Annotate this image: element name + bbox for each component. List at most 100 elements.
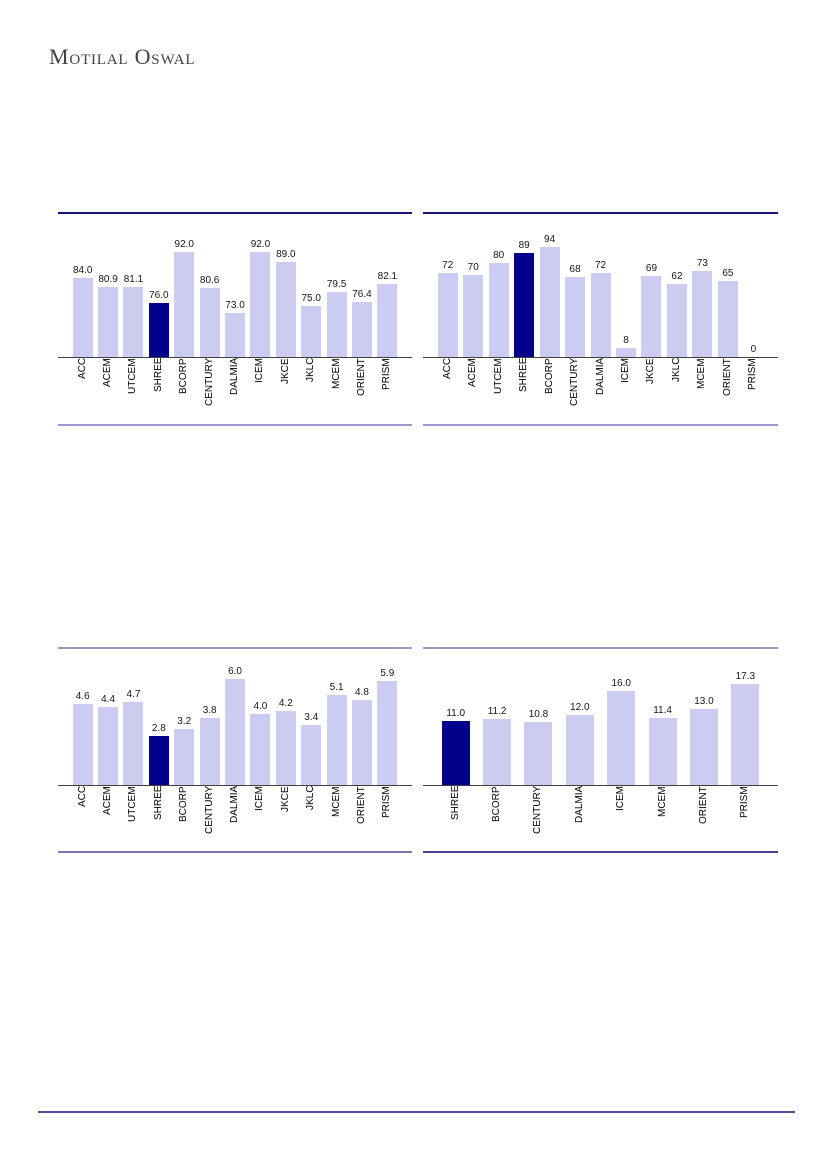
bar-category-label: CENTURY: [203, 358, 215, 407]
x-axis-labels: SHREE BCORP CENTURY DALMIA ICEM MCEM ORIENT PRI…: [423, 786, 778, 834]
bar-value-label: 4.4: [101, 694, 116, 706]
category-label-cell: BCORP: [172, 786, 197, 834]
bar-category-label: DALMIA: [229, 358, 241, 396]
bar-category-label: MCEM: [330, 358, 342, 389]
bar-cell: 82.1: [375, 214, 400, 357]
category-label-cell: ACC: [435, 358, 460, 412]
bar-value-label: 5.1: [329, 681, 344, 693]
bar: [250, 252, 271, 357]
bar-category-label: MCEM: [330, 786, 342, 817]
x-axis-line: [58, 785, 412, 786]
category-label-cell: CENTURY: [518, 786, 559, 834]
bar-cell: 73: [690, 214, 715, 357]
bar-cell: 4.6: [70, 649, 95, 785]
category-label-cell: JKLC: [299, 786, 324, 834]
category-label-cell: CENTURY: [197, 786, 222, 834]
bar-category-label: ICEM: [254, 786, 266, 811]
category-label-cell: PRISM: [375, 358, 400, 412]
bar-value-label: 92.0: [174, 239, 194, 251]
bar: [717, 280, 738, 357]
bar-cell: 79.5: [324, 214, 349, 357]
bar-category-label: PRISM: [747, 358, 759, 390]
bar-category-label: SHREE: [152, 358, 164, 393]
bar-value-label: 10.8: [528, 708, 549, 720]
bar-cell: 16.0: [601, 649, 642, 785]
bar-category-label: DALMIA: [594, 358, 606, 396]
bar-category-label: CENTURY: [203, 785, 215, 834]
bar-value-label: 3.2: [177, 715, 192, 727]
bar-value-label: 94: [544, 233, 556, 245]
bar-cell: 89: [511, 214, 536, 357]
bar: [565, 714, 594, 785]
bar-value-label: 76.4: [352, 288, 372, 300]
bar-value-label: 4.2: [278, 697, 293, 709]
category-label-cell: ACEM: [95, 358, 120, 412]
bar-value-label: 4.7: [126, 689, 141, 700]
bar-cell: 80: [486, 214, 511, 357]
bar-value-label: 79.5: [326, 278, 347, 290]
bar-value-label: 92.0: [250, 239, 271, 251]
bar-value-label: 12.0: [570, 701, 590, 713]
bar: [301, 306, 322, 357]
bar-category-label: JKLC: [305, 358, 317, 383]
bar: [174, 252, 195, 357]
bar-value-label: 4.6: [75, 690, 90, 702]
bar-value-label: 68: [569, 264, 581, 276]
bar-value-label: 84.0: [72, 264, 93, 276]
bar-cell: 62: [664, 214, 689, 357]
bar-cell: 70: [460, 214, 485, 357]
chart-bottom-rule: [58, 851, 412, 853]
bar-highlighted: [148, 303, 169, 357]
bar-category-label: PRISM: [381, 358, 393, 390]
bar: [225, 679, 246, 785]
bar-chart-top-right: 72 70 80 89 94 68 72 8 69 62 73 65 0 ACC ACEM UTCEM SHR…: [423, 212, 778, 426]
bar-cell: 84.0: [70, 214, 95, 357]
category-label-cell: ACC: [70, 358, 95, 412]
bar-cell: 0: [741, 214, 766, 357]
category-label-cell: DALMIA: [222, 786, 247, 834]
category-label-cell: ICEM: [248, 786, 273, 834]
chart-bottom-rule: [423, 851, 778, 853]
bar-cell: 11.0: [435, 649, 476, 785]
category-label-cell: SHREE: [146, 786, 171, 834]
chart-plot-area: 84.0 80.9 81.1 76.0 92.0 80.6 73.0 92.0 89.0 75.0…: [58, 214, 412, 357]
x-axis-line: [423, 357, 778, 358]
bar: [483, 719, 512, 785]
bar: [174, 728, 195, 785]
bar-category-label: MCEM: [656, 786, 668, 817]
chart-top-rule: [423, 212, 778, 214]
bar-category-label: JKCE: [645, 358, 657, 384]
category-label-cell: SHREE: [435, 786, 476, 834]
bar-category-label: DALMIA: [573, 786, 585, 824]
category-label-cell: ORIENT: [349, 786, 374, 834]
bar-cell: 92.0: [248, 214, 273, 357]
bar-category-label: ORIENT: [721, 358, 733, 396]
bar-value-label: 72: [594, 259, 607, 271]
bar-chart-bottom-left: 4.6 4.4 4.7 2.8 3.2 3.8 6.0 4.0 4.2 3.4 5.1 4.8 5.9 …: [58, 647, 412, 853]
bar-value-label: 72: [442, 259, 454, 271]
bar: [524, 721, 553, 785]
chart-top-rule: [58, 212, 412, 214]
bar: [301, 724, 322, 785]
bar: [377, 283, 398, 357]
bar-cell: 75.0: [299, 214, 324, 357]
bar: [275, 261, 296, 357]
bar-value-label: 81.1: [123, 273, 144, 285]
bar-cell: 89.0: [273, 214, 298, 357]
bar-value-label: 11.4: [653, 705, 672, 717]
bar-category-label: JKCE: [279, 786, 291, 812]
bar-cell: 4.7: [121, 649, 146, 785]
category-label-cell: ORIENT: [349, 358, 374, 412]
category-label-cell: DALMIA: [588, 358, 613, 412]
bar-category-label: UTCEM: [492, 358, 504, 394]
bar: [565, 277, 586, 357]
category-label-cell: UTCEM: [121, 786, 146, 834]
bar-category-label: UTCEM: [127, 786, 139, 822]
bar-cell: 12.0: [559, 649, 600, 785]
bar-cell: 2.8: [146, 649, 171, 785]
bar-category-label: SHREE: [152, 786, 164, 821]
bar-cell: 11.2: [476, 649, 517, 785]
x-axis-line: [58, 357, 412, 358]
bar-value-label: 76.0: [149, 290, 169, 301]
bar-cell: 3.8: [197, 649, 222, 785]
